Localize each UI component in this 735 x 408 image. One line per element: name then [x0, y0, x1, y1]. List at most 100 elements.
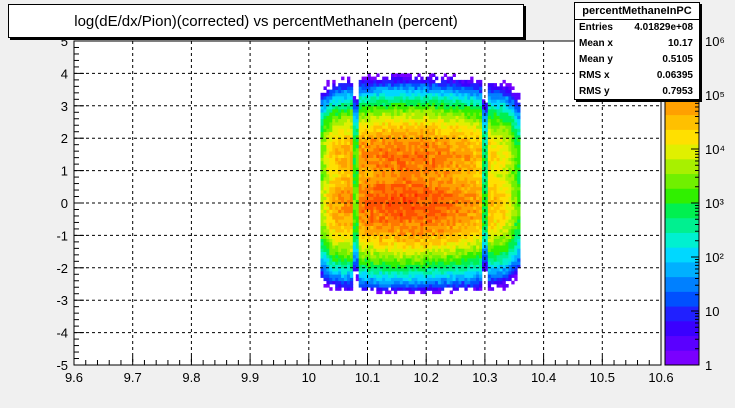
heatmap-cell — [402, 109, 406, 113]
heatmap-cell — [396, 222, 401, 226]
heatmap-cell — [458, 105, 462, 110]
heatmap-cell — [405, 271, 409, 275]
heatmap-cell — [332, 203, 336, 207]
heatmap-cell — [376, 290, 380, 295]
heatmap-cell — [446, 177, 450, 181]
heatmap-cell — [355, 118, 360, 123]
heatmap-cell — [437, 228, 442, 233]
heatmap-cell — [449, 241, 453, 246]
heatmap-cell — [455, 131, 459, 136]
heatmap-cell — [361, 86, 365, 90]
heatmap-cell — [414, 225, 418, 230]
heatmap-cell — [420, 79, 424, 84]
heatmap-cell — [349, 173, 354, 178]
heatmap-cell — [382, 86, 386, 90]
heatmap-cell — [370, 251, 374, 256]
heatmap-cell — [429, 216, 433, 220]
heatmap-cell — [358, 277, 362, 282]
heatmap-cell — [367, 277, 371, 282]
heatmap-cell — [458, 170, 462, 175]
heatmap-cell — [487, 167, 492, 171]
heatmap-cell — [476, 212, 480, 217]
heatmap-cell — [338, 154, 342, 158]
heatmap-cell — [511, 173, 515, 178]
heatmap-cell — [370, 154, 374, 158]
heatmap-cell — [408, 287, 412, 291]
heatmap-cell — [484, 102, 489, 107]
heatmap-cell — [355, 199, 360, 204]
heatmap-cell — [432, 232, 436, 236]
heatmap-cell — [511, 254, 515, 259]
heatmap-cell — [514, 267, 518, 272]
heatmap-cell — [414, 105, 418, 110]
heatmap-cell — [414, 284, 418, 288]
heatmap-cell — [326, 141, 330, 145]
heatmap-cell — [408, 73, 412, 77]
heatmap-cell — [437, 254, 442, 259]
heatmap-cell — [349, 238, 354, 243]
heatmap-cell — [396, 157, 401, 162]
heatmap-cell — [496, 99, 500, 103]
x-tick-label: 9.7 — [124, 370, 142, 385]
heatmap-cell — [355, 147, 360, 152]
heatmap-cell — [467, 115, 471, 120]
heatmap-cell — [517, 164, 521, 168]
heatmap-cell — [455, 190, 459, 194]
heatmap-cell — [458, 138, 462, 142]
heatmap-cell — [391, 183, 395, 188]
heatmap-cell — [349, 112, 354, 116]
heatmap-cell — [493, 199, 497, 204]
heatmap-cell — [335, 96, 339, 100]
heatmap-cell — [429, 138, 433, 142]
heatmap-cell — [385, 180, 389, 184]
heatmap-cell — [502, 141, 506, 145]
heatmap-cell — [467, 131, 471, 136]
heatmap-cell — [341, 112, 345, 116]
heatmap-cell — [320, 232, 324, 236]
heatmap-cell — [426, 131, 430, 136]
heatmap-cell — [426, 180, 430, 184]
heatmap-cell — [446, 105, 450, 110]
heatmap-cell — [461, 138, 465, 142]
heatmap-cell — [476, 225, 480, 230]
heatmap-cell — [452, 131, 456, 136]
heatmap-cell — [496, 241, 500, 246]
x-tick-label: 10.4 — [531, 370, 556, 385]
heatmap-cell — [508, 164, 512, 168]
heatmap-cell — [499, 222, 503, 226]
heatmap-cell — [347, 248, 351, 252]
heatmap-cell — [464, 115, 468, 120]
heatmap-cell — [517, 147, 521, 152]
heatmap-cell — [432, 258, 436, 262]
heatmap-cell — [452, 160, 456, 165]
heatmap-cell — [502, 277, 506, 282]
heatmap-cell — [461, 251, 465, 256]
heatmap-cell — [449, 209, 453, 214]
heatmap-cell — [482, 225, 486, 230]
heatmap-cell — [443, 173, 448, 178]
heatmap-cell — [320, 267, 324, 272]
heatmap-cell — [458, 115, 462, 120]
heatmap-cell — [408, 115, 412, 120]
heatmap-cell — [405, 86, 409, 90]
heatmap-cell — [408, 274, 412, 278]
heatmap-cell — [411, 277, 415, 282]
heatmap-cell — [452, 180, 456, 184]
heatmap-cell — [338, 115, 342, 120]
heatmap-cell — [347, 157, 351, 162]
heatmap-cell — [367, 284, 371, 288]
heatmap-cell — [352, 131, 357, 136]
heatmap-cell — [508, 199, 512, 204]
heatmap-cell — [455, 193, 459, 197]
heatmap-cell — [329, 225, 333, 230]
heatmap-cell — [435, 245, 439, 249]
heatmap-cell — [376, 258, 380, 262]
heatmap-cell — [508, 157, 512, 162]
heatmap-cell — [458, 196, 462, 201]
heatmap-cell — [414, 141, 418, 145]
heatmap-cell — [361, 109, 365, 113]
heatmap-cell — [426, 238, 430, 243]
heatmap-cell — [411, 144, 415, 149]
heatmap-cell — [382, 186, 386, 191]
heatmap-cell — [323, 144, 327, 149]
